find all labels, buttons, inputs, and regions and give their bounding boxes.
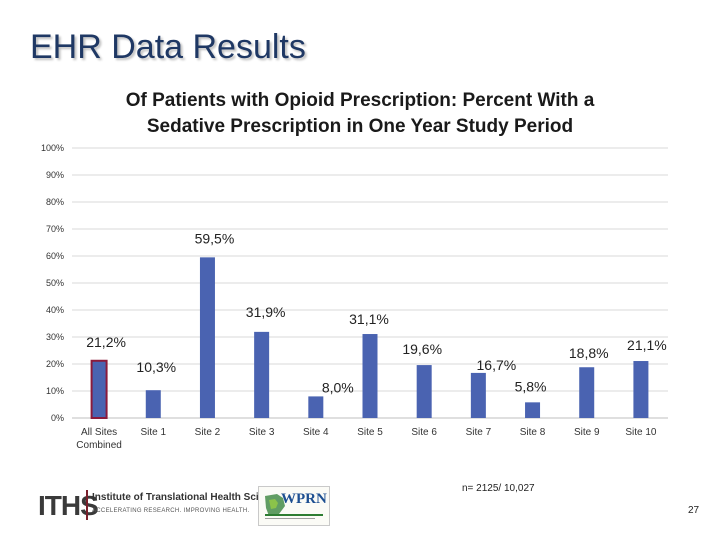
data-label: 18,8% — [569, 345, 609, 361]
x-tick-label: Site 6 — [411, 427, 437, 438]
bar — [470, 372, 486, 418]
x-tick-label: All Sites Combined — [76, 427, 122, 451]
bar — [254, 331, 270, 418]
iths-letters: ITHS — [38, 490, 99, 521]
chart-title-line-1: Of Patients with Opioid Prescription: Pe… — [125, 90, 595, 111]
y-tick-label: 90% — [46, 170, 64, 180]
y-tick-label: 20% — [46, 359, 64, 369]
slide-title: EHR Data Results — [30, 28, 306, 66]
bar — [633, 361, 649, 418]
wprn-underline — [265, 514, 323, 516]
chart-title: Of Patients with Opioid Prescription: Pe… — [60, 88, 660, 140]
data-label: 31,9% — [246, 304, 286, 320]
x-tick-label: Site 1 — [140, 427, 166, 438]
y-tick-label: 100% — [41, 143, 64, 153]
y-tick-label: 80% — [46, 197, 64, 207]
page-number: 27 — [688, 505, 700, 516]
iths-logo-divider — [86, 490, 88, 520]
y-tick-label: 60% — [46, 251, 64, 261]
y-tick-label: 0% — [51, 413, 64, 423]
data-label: 16,7% — [477, 357, 517, 373]
y-tick-label: 50% — [46, 278, 64, 288]
bar — [579, 367, 595, 418]
bar — [525, 402, 541, 418]
bar — [90, 359, 108, 420]
x-tick-label: Site 4 — [303, 427, 329, 438]
data-label: 19,6% — [402, 341, 442, 357]
bar — [145, 390, 161, 418]
x-tick-label: Site 3 — [249, 427, 275, 438]
map-icon — [265, 494, 285, 516]
chart-title-line-2: Sedative Prescription in One Year Study … — [146, 116, 574, 137]
x-tick-label: Site 10 — [625, 427, 657, 438]
x-tick-label: Site 8 — [520, 427, 546, 438]
bar — [362, 334, 378, 418]
data-label: 10,3% — [136, 359, 176, 375]
iths-name: Institute of Translational Health Scienc… — [92, 492, 288, 503]
data-label: 5,8% — [515, 378, 547, 394]
x-tick-label: Site 5 — [357, 427, 383, 438]
x-tick-label: Site 2 — [195, 427, 221, 438]
iths-logo: ITHS Institute of Translational Health S… — [38, 488, 287, 522]
y-tick-label: 70% — [46, 224, 64, 234]
data-label: 8,0% — [322, 379, 354, 395]
y-tick-label: 40% — [46, 305, 64, 315]
x-tick-label: Site 7 — [466, 427, 492, 438]
wprn-logo: WPRN — [258, 486, 330, 526]
data-label: 21,2% — [86, 334, 126, 350]
y-tick-label: 10% — [46, 386, 64, 396]
bar — [416, 365, 432, 418]
data-label: 59,5% — [195, 230, 235, 246]
bar — [308, 396, 324, 418]
data-label: 31,1% — [349, 311, 389, 327]
wprn-underline-2 — [265, 518, 315, 519]
sample-size-note: n= 2125/ 10,027 — [462, 483, 535, 494]
data-label: 21,1% — [627, 337, 667, 353]
iths-tagline: ACCELERATING RESEARCH. IMPROVING HEALTH. — [92, 508, 250, 514]
bar — [199, 257, 215, 418]
x-tick-label: Site 9 — [574, 427, 600, 438]
y-tick-label: 30% — [46, 332, 64, 342]
wprn-text: WPRN — [281, 491, 327, 507]
bar-chart: 0% 10% 20% 30% 40% 50% 60% 70% 80% 90% 100% All Sit… — [41, 143, 668, 451]
